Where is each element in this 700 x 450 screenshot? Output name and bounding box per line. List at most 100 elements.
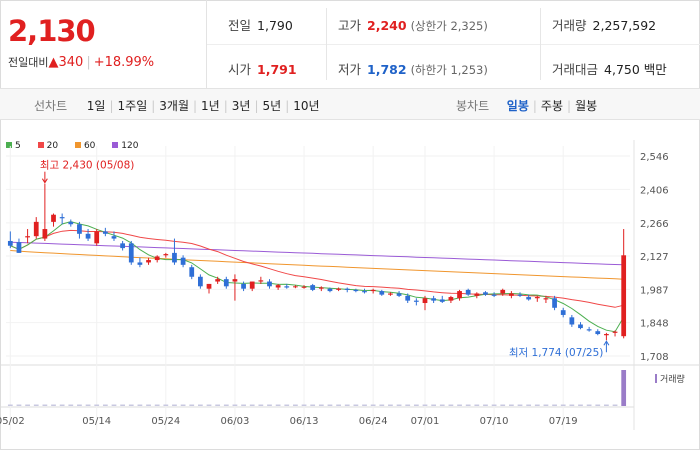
legend-ma120: 120 (112, 141, 145, 151)
period-3m-button[interactable]: 3개월 (159, 99, 189, 113)
volume-bar (85, 404, 91, 406)
candle-body (293, 286, 298, 288)
candle-body (370, 289, 376, 292)
volume-bar (405, 404, 411, 406)
x-tick-label: 07/19 (549, 416, 578, 427)
period-1w-button[interactable]: 1주일 (117, 99, 148, 113)
stat-volume: 거래량 2,257,592 (552, 18, 657, 33)
candlestick-chart[interactable]: 2,546 2,406 2,266 2,127 1,987 1,848 1,708 최고 2… (0, 120, 700, 450)
volume-bar (120, 404, 126, 406)
candle-body (128, 243, 134, 263)
candle-daily-button[interactable]: 일봉 (506, 99, 529, 113)
volume-legend-label: 거래량 (660, 373, 685, 385)
candle-body (422, 298, 428, 304)
volume-bar (413, 404, 419, 406)
candle-body (534, 297, 540, 299)
candle-body (77, 224, 82, 234)
volume-bar (68, 404, 74, 406)
volume-bar (206, 404, 212, 406)
candle-body (621, 255, 627, 337)
candle-body (310, 285, 316, 290)
candle-body (379, 291, 385, 295)
candle-body (457, 291, 462, 299)
current-price: 2,130 (8, 14, 96, 48)
up-arrow-icon: ▲ (48, 55, 59, 70)
change-separator: | (86, 55, 91, 70)
candle-body (85, 233, 91, 239)
change-value: 340 (58, 55, 84, 70)
volume-bar (595, 404, 601, 406)
period-3y-button[interactable]: 3년 (231, 99, 251, 113)
volume-bar (267, 404, 272, 406)
candle-monthly-button[interactable]: 월봉 (575, 99, 598, 113)
candle-body (500, 289, 506, 294)
ma20-line (10, 229, 624, 308)
candle-body (483, 292, 488, 295)
candle-body (604, 334, 609, 336)
candle-body (25, 236, 30, 238)
candle-body (59, 217, 65, 219)
candle-body (16, 242, 22, 253)
candle-body (241, 283, 246, 289)
candle-body (275, 285, 281, 288)
x-axis: 05/02 05/14 05/24 06/03 06/13 06/24 07/01 07/10… (0, 416, 578, 427)
candle-body (51, 214, 56, 222)
candle-body (7, 240, 13, 246)
y-tick-label: 1,987 (640, 285, 669, 296)
low-annotation: 최저 1,774 (07/25) (509, 347, 604, 359)
volume-bar (344, 404, 350, 406)
candle-body (405, 295, 411, 301)
volume-bar (388, 404, 393, 406)
low-arrow-head (603, 340, 610, 346)
volume-bar (51, 404, 56, 406)
quote-panel: 2,130 전일대비▲340 | +18.99% 전일 1,790 시가 1,791 고… (0, 0, 700, 89)
y-tick-label: 1,848 (640, 319, 669, 330)
high-annotation: 최고 2,430 (05/08) (40, 160, 135, 172)
volume-bar (275, 404, 281, 406)
period-1d-button[interactable]: 1일 (86, 99, 106, 113)
ma120-line (10, 241, 624, 266)
candle-body (439, 299, 445, 302)
volume-bar (336, 404, 341, 406)
volume-bar (543, 404, 549, 406)
volume-bar (59, 404, 65, 406)
stat-open: 시가 1,791 (228, 62, 297, 77)
candle-weekly-button[interactable]: 주봉 (540, 99, 564, 113)
volume-bar (379, 404, 385, 406)
volume-panel: 거래량 (7, 370, 685, 406)
volume-bar (318, 404, 324, 406)
price-change: 전일대비▲340 | +18.99% (8, 54, 154, 70)
period-1y-button[interactable]: 1년 (201, 99, 220, 113)
candle-body (569, 317, 575, 325)
candle-body (543, 298, 549, 300)
volume-bar (215, 404, 221, 406)
volume-legend-icon (655, 374, 657, 383)
volume-bar (362, 404, 367, 406)
stat-low: 저가 1,782 (하한가 1,253) (338, 62, 488, 77)
period-10y-button[interactable]: 10년 (293, 99, 320, 113)
volume-bar (241, 404, 246, 406)
volume-bar (552, 404, 557, 406)
volume-bar (396, 404, 402, 406)
volume-bar (508, 404, 514, 406)
volume-bar (128, 404, 134, 406)
candle-body (474, 293, 480, 296)
period-selector: 선차트 1일 | 1주일 | 3개월 | 1년 | 3년 | 5년 | 10년 (34, 99, 320, 113)
volume-bar (526, 404, 532, 406)
period-5y-button[interactable]: 5년 (262, 99, 282, 113)
candle-body (586, 329, 592, 331)
candle-body (431, 298, 437, 301)
candle-body (578, 324, 583, 329)
legend-ma5: 5 (6, 141, 28, 151)
candle-body (163, 254, 169, 256)
volume-bar (293, 404, 298, 406)
candle-body (215, 279, 221, 282)
x-tick-label: 07/01 (411, 416, 440, 427)
x-tick-label: 06/03 (221, 416, 250, 427)
candle-body (344, 288, 350, 290)
volume-bar (223, 404, 229, 406)
candle-body (180, 257, 186, 265)
price-box: 2,130 전일대비▲340 | +18.99% (0, 0, 207, 88)
volume-bar (327, 404, 333, 406)
candle-body (146, 260, 151, 263)
